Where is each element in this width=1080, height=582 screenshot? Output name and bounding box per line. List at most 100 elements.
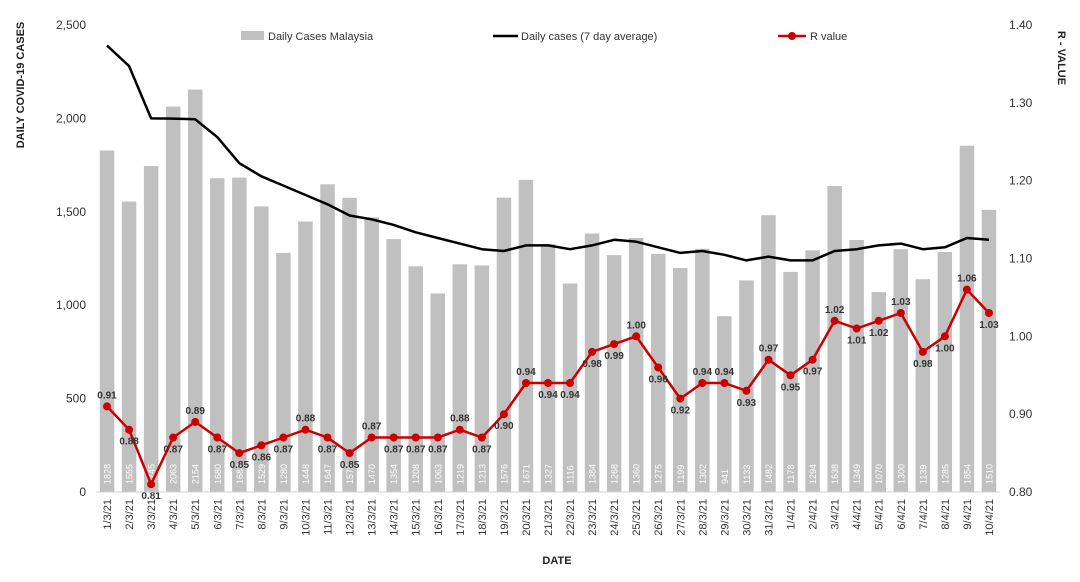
r-value-point — [962, 285, 971, 294]
bar-value-label: 1680 — [213, 464, 223, 484]
bar-value-label: 2154 — [191, 464, 201, 484]
r-value-point — [169, 433, 178, 442]
legend-swatch-bar — [241, 31, 264, 40]
y-tick-label: 0 — [79, 485, 86, 499]
r-value-point — [477, 433, 486, 442]
r-value-label: 1.06 — [957, 274, 977, 285]
bar-value-label: 1070 — [874, 464, 884, 484]
r-value-point — [918, 347, 927, 356]
average-line-group — [106, 44, 990, 262]
r-value-point — [103, 402, 111, 411]
r-value-label: 0.90 — [494, 421, 514, 432]
bar — [298, 221, 313, 492]
bar — [937, 252, 953, 492]
bar — [805, 250, 820, 492]
r-value-label: 0.87 — [384, 445, 404, 456]
x-axis-title: DATE — [542, 555, 571, 567]
bar-value-label: 1529 — [257, 464, 267, 484]
r-value-label: 0.88 — [450, 414, 470, 425]
bar-value-label: 1575 — [345, 464, 355, 484]
y-axis-ticks: 0 500 1,000 1,500 2,000 2,500 — [56, 18, 86, 499]
y2-tick-label: 1.30 — [1009, 96, 1033, 110]
x-tick-label: 16/3/21 — [433, 499, 445, 536]
r-value-point — [213, 433, 222, 442]
r-value-label: 0.85 — [230, 460, 250, 471]
x-tick-label: 6/4/21 — [896, 499, 908, 530]
x-tick-label: 1/4/21 — [786, 499, 798, 530]
y-tick-label: 1,000 — [56, 298, 86, 312]
r-value-label: 0.87 — [428, 445, 448, 456]
y-axis-title: DAILY COVID-19 CASES — [15, 22, 27, 149]
bar-value-label: 1510 — [985, 464, 995, 484]
x-tick-label: 2/3/21 — [124, 499, 136, 530]
bar — [143, 166, 159, 492]
bar-value-label: 1268 — [610, 464, 620, 484]
x-tick-label: 27/3/21 — [675, 499, 687, 536]
r-value-point — [499, 410, 508, 419]
bar — [695, 248, 710, 492]
r-value-point — [191, 417, 200, 426]
bar-value-label: 1327 — [544, 464, 554, 484]
x-axis-ticks: 1/3/21 2/3/21 3/3/21 4/3/21 5/3/21 6/3/21 7/3/… — [102, 499, 996, 536]
r-value-point — [522, 379, 530, 387]
bar — [651, 253, 666, 492]
bar-value-label: 1285 — [940, 464, 950, 484]
r-value-label: 0.92 — [671, 406, 691, 417]
y2-tick-label: 1.20 — [1009, 174, 1033, 188]
r-value-label: 0.88 — [119, 437, 139, 448]
x-tick-label: 12/3/21 — [345, 499, 357, 536]
bar-value-label: 1275 — [654, 464, 664, 484]
bar-value-label: 1360 — [632, 464, 642, 484]
r-value-point — [698, 379, 707, 387]
bar-value-label: 1576 — [499, 464, 509, 484]
x-tick-label: 7/3/21 — [234, 499, 246, 530]
legend-label-bar: Daily Cases Malaysia — [268, 31, 374, 43]
x-tick-label: 10/4/21 — [984, 499, 996, 536]
bar-value-label: 1178 — [786, 465, 796, 484]
x-tick-label: 31/3/21 — [764, 499, 776, 536]
bar-value-label: 1828 — [103, 464, 113, 484]
x-tick-label: 4/3/21 — [168, 499, 180, 530]
bar-value-label: 1555 — [125, 464, 135, 484]
x-tick-label: 25/3/21 — [631, 499, 643, 536]
bar-value-label: 1448 — [301, 464, 311, 484]
bar-value-label: 1638 — [830, 464, 840, 484]
r-value-label: 0.87 — [163, 445, 183, 456]
r-value-label: 1.00 — [935, 343, 955, 354]
x-tick-label: 17/3/21 — [455, 499, 467, 536]
bar-value-label: 1300 — [896, 464, 906, 484]
r-value-point — [389, 433, 398, 442]
bar — [783, 271, 798, 492]
y2-tick-label: 0.80 — [1009, 485, 1033, 499]
r-value-point — [764, 355, 773, 364]
r-value-label: 0.94 — [560, 390, 580, 401]
legend-swatch-r-marker — [788, 32, 796, 40]
bar-value-label: 1219 — [455, 464, 465, 484]
bar — [430, 293, 445, 492]
bar-value-label: 1213 — [477, 464, 487, 484]
x-tick-label: 7/4/21 — [918, 499, 930, 530]
r-value-label: 0.99 — [604, 351, 624, 362]
x-tick-label: 11/3/21 — [323, 499, 335, 535]
bar — [99, 150, 115, 492]
bar-value-label: 1470 — [367, 464, 377, 484]
r-value-point — [676, 394, 685, 403]
r-value-label: 0.86 — [252, 452, 272, 463]
r-value-label: 0.96 — [648, 375, 668, 386]
r-value-label: 1.02 — [869, 328, 889, 339]
bar-value-label: 1683 — [235, 464, 245, 484]
r-value-label: 0.85 — [340, 460, 360, 471]
bar — [165, 106, 181, 492]
y-tick-label: 500 — [66, 392, 86, 406]
r-value-label: 0.91 — [97, 390, 117, 401]
bar — [408, 266, 423, 492]
r-labels-group: 0.910.880.810.870.890.870.850.860.870.88… — [97, 274, 999, 503]
bar — [540, 244, 556, 492]
r-value-point — [808, 355, 817, 364]
bar — [893, 249, 908, 492]
r-value-point — [786, 371, 795, 380]
legend: Daily Cases Malaysia Daily cases (7 day … — [241, 31, 847, 43]
r-value-point — [279, 433, 288, 442]
x-tick-label: 8/4/21 — [940, 499, 952, 530]
bar — [364, 217, 379, 492]
